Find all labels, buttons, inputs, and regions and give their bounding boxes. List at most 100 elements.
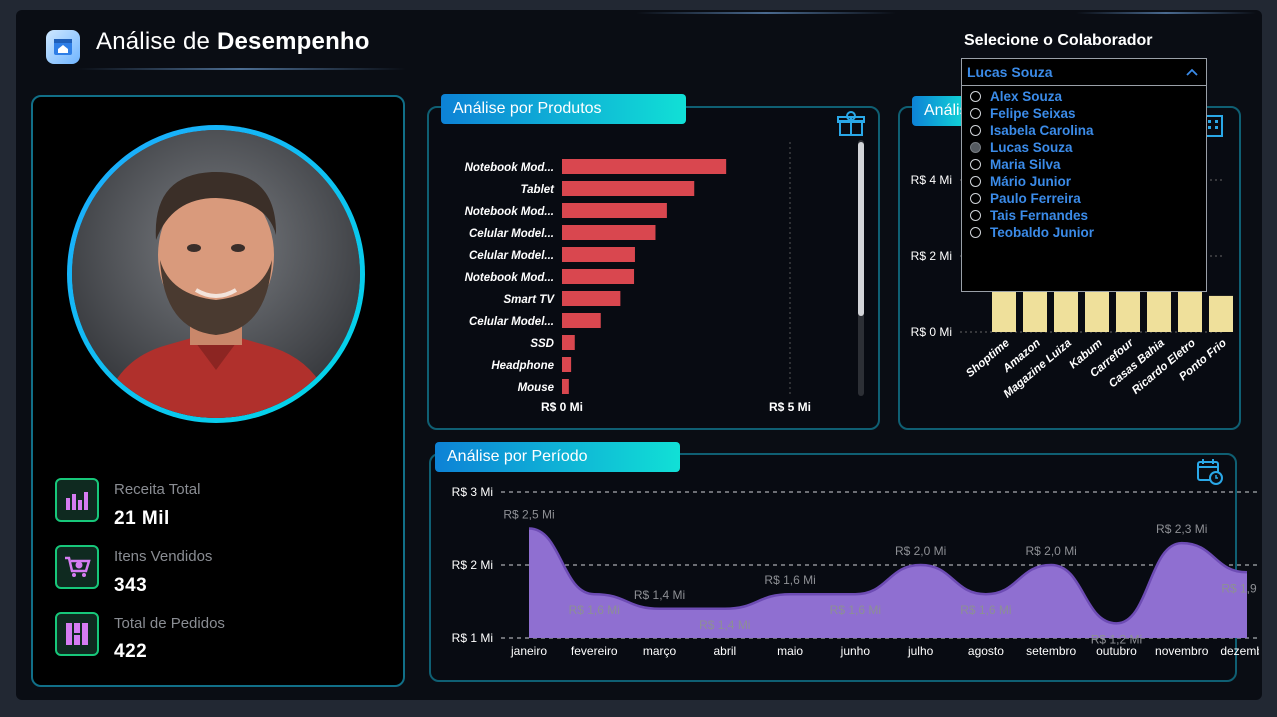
option-label: Tais Fernandes bbox=[990, 208, 1089, 223]
data-label: R$ 1,2 Mi bbox=[1091, 632, 1142, 646]
month-label: julho bbox=[907, 644, 934, 658]
y-tick-label: R$ 3 Mi bbox=[452, 485, 493, 499]
dashboard-house-icon bbox=[46, 30, 80, 64]
product-bar[interactable] bbox=[562, 225, 656, 240]
month-label: setembro bbox=[1026, 644, 1076, 658]
collaborator-option[interactable]: Felipe Seixas bbox=[970, 105, 1076, 122]
collaborator-option[interactable]: Alex Souza bbox=[970, 88, 1062, 105]
data-label: R$ 1,6 Mi bbox=[960, 603, 1011, 617]
product-bar[interactable] bbox=[562, 335, 575, 350]
product-bar[interactable] bbox=[562, 203, 667, 218]
option-label: Maria Silva bbox=[990, 157, 1061, 172]
radio-button[interactable] bbox=[970, 227, 981, 238]
title-underline bbox=[76, 68, 406, 70]
option-label: Alex Souza bbox=[990, 89, 1063, 104]
product-bar[interactable] bbox=[562, 379, 569, 394]
product-category-label: Smart TV bbox=[504, 294, 556, 306]
product-bar[interactable] bbox=[562, 269, 635, 284]
collaborator-option[interactable]: Paulo Ferreira bbox=[970, 190, 1081, 207]
radio-button[interactable] bbox=[970, 210, 981, 221]
collaborator-option[interactable]: Lucas Souza bbox=[970, 139, 1073, 156]
data-label: R$ 1,4 Mi bbox=[699, 618, 750, 632]
person-photo bbox=[72, 130, 360, 418]
gift-icon bbox=[837, 111, 865, 142]
radio-button[interactable] bbox=[970, 159, 981, 170]
product-category-label: SSD bbox=[530, 338, 554, 350]
data-label: R$ 2,0 Mi bbox=[1026, 544, 1077, 558]
option-label: Teobaldo Junior bbox=[990, 225, 1094, 240]
area-fill bbox=[529, 528, 1247, 638]
radio-button[interactable] bbox=[970, 176, 981, 187]
data-label: R$ 1,6 Mi bbox=[830, 603, 881, 617]
kpi-label-orders: Total de Pedidos bbox=[114, 615, 225, 632]
data-label: R$ 1,9 Mi bbox=[1221, 581, 1259, 595]
radio-button[interactable] bbox=[970, 108, 981, 119]
product-category-label: Celular Model... bbox=[469, 228, 554, 240]
product-category-label: Mouse bbox=[518, 382, 555, 394]
product-bar[interactable] bbox=[562, 159, 727, 174]
month-label: abril bbox=[713, 644, 736, 658]
product-bar[interactable] bbox=[562, 247, 635, 262]
stores-bar-chart: R$ 4 Mi R$ 2 Mi R$ 0 Mi ShoptimeAmazonMa… bbox=[911, 173, 1233, 401]
option-label: Lucas Souza bbox=[990, 140, 1073, 155]
x-tick-0: R$ 0 Mi bbox=[541, 400, 583, 414]
product-category-label: Headphone bbox=[491, 360, 554, 372]
data-label: R$ 1,4 Mi bbox=[634, 588, 685, 602]
radio-button[interactable] bbox=[970, 193, 981, 204]
scrollbar-track[interactable] bbox=[858, 140, 864, 396]
scrollbar-thumb[interactable] bbox=[858, 142, 864, 316]
products-bar-chart: Notebook Mod... Tablet Notebook Mod... Celu… bbox=[465, 142, 811, 414]
month-label: março bbox=[643, 644, 677, 658]
kpi-value-revenue: 21 Mil bbox=[114, 508, 170, 529]
slicer-title: Selecione o Colaborador bbox=[964, 32, 1153, 49]
y-tick-2: R$ 0 Mi bbox=[911, 325, 952, 339]
y-tick-1: R$ 2 Mi bbox=[911, 249, 952, 263]
products-panel-title: Análise por Produtos bbox=[441, 94, 686, 124]
radio-button[interactable] bbox=[970, 142, 981, 153]
product-bar[interactable] bbox=[562, 313, 601, 328]
data-label: R$ 2,3 Mi bbox=[1156, 522, 1207, 536]
collaborator-option[interactable]: Mário Junior bbox=[970, 173, 1071, 190]
y-tick-label: R$ 1 Mi bbox=[452, 631, 493, 645]
product-bar[interactable] bbox=[562, 181, 695, 196]
decorative-glow bbox=[636, 12, 896, 14]
collaborator-option[interactable]: Isabela Carolina bbox=[970, 122, 1094, 139]
kpi-value-orders: 422 bbox=[114, 641, 148, 662]
product-bar[interactable] bbox=[562, 291, 621, 306]
x-tick-1: R$ 5 Mi bbox=[769, 400, 811, 414]
calendar-clock-icon bbox=[1196, 458, 1224, 491]
dashboard: Análise de Desempenho bbox=[16, 10, 1262, 700]
page-title: Análise de Desempenho bbox=[96, 28, 370, 55]
product-category-label: Tablet bbox=[521, 184, 556, 196]
data-label: R$ 1,6 Mi bbox=[569, 603, 620, 617]
decorative-glow bbox=[1076, 12, 1256, 14]
collaborator-dropdown[interactable]: Lucas Souza bbox=[961, 58, 1207, 86]
collaborator-option[interactable]: Maria Silva bbox=[970, 156, 1061, 173]
data-label: R$ 2,0 Mi bbox=[895, 544, 946, 558]
product-bar[interactable] bbox=[562, 357, 572, 372]
data-label: R$ 1,6 Mi bbox=[764, 573, 815, 587]
y-tick-0: R$ 4 Mi bbox=[911, 173, 952, 187]
month-label: janeiro bbox=[510, 644, 547, 658]
store-category-label: Shoptime bbox=[964, 337, 1012, 380]
month-label: fevereiro bbox=[571, 644, 618, 658]
store-bar[interactable] bbox=[1209, 295, 1233, 332]
chevron-up-icon[interactable] bbox=[1186, 67, 1198, 77]
option-label: Mário Junior bbox=[990, 174, 1072, 189]
kpi-value-items: 343 bbox=[114, 575, 148, 596]
dropdown-selected-value: Lucas Souza bbox=[967, 64, 1053, 80]
y-tick-label: R$ 2 Mi bbox=[452, 558, 493, 572]
product-category-label: Celular Model... bbox=[469, 250, 554, 262]
month-label: junho bbox=[840, 644, 871, 658]
collaborator-option[interactable]: Teobaldo Junior bbox=[970, 224, 1094, 241]
radio-button[interactable] bbox=[970, 91, 981, 102]
option-label: Paulo Ferreira bbox=[990, 191, 1081, 206]
month-label: novembro bbox=[1155, 644, 1209, 658]
period-panel-title: Análise por Período bbox=[435, 442, 680, 472]
product-category-label: Notebook Mod... bbox=[465, 206, 554, 218]
month-label: maio bbox=[777, 644, 803, 658]
grid-icon bbox=[55, 612, 99, 656]
period-area-chart: R$ 3 Mi R$ 2 Mi R$ 1 Mi janeiro R$ 2,5 Mi fe… bbox=[452, 485, 1259, 658]
radio-button[interactable] bbox=[970, 125, 981, 136]
collaborator-option[interactable]: Tais Fernandes bbox=[970, 207, 1088, 224]
